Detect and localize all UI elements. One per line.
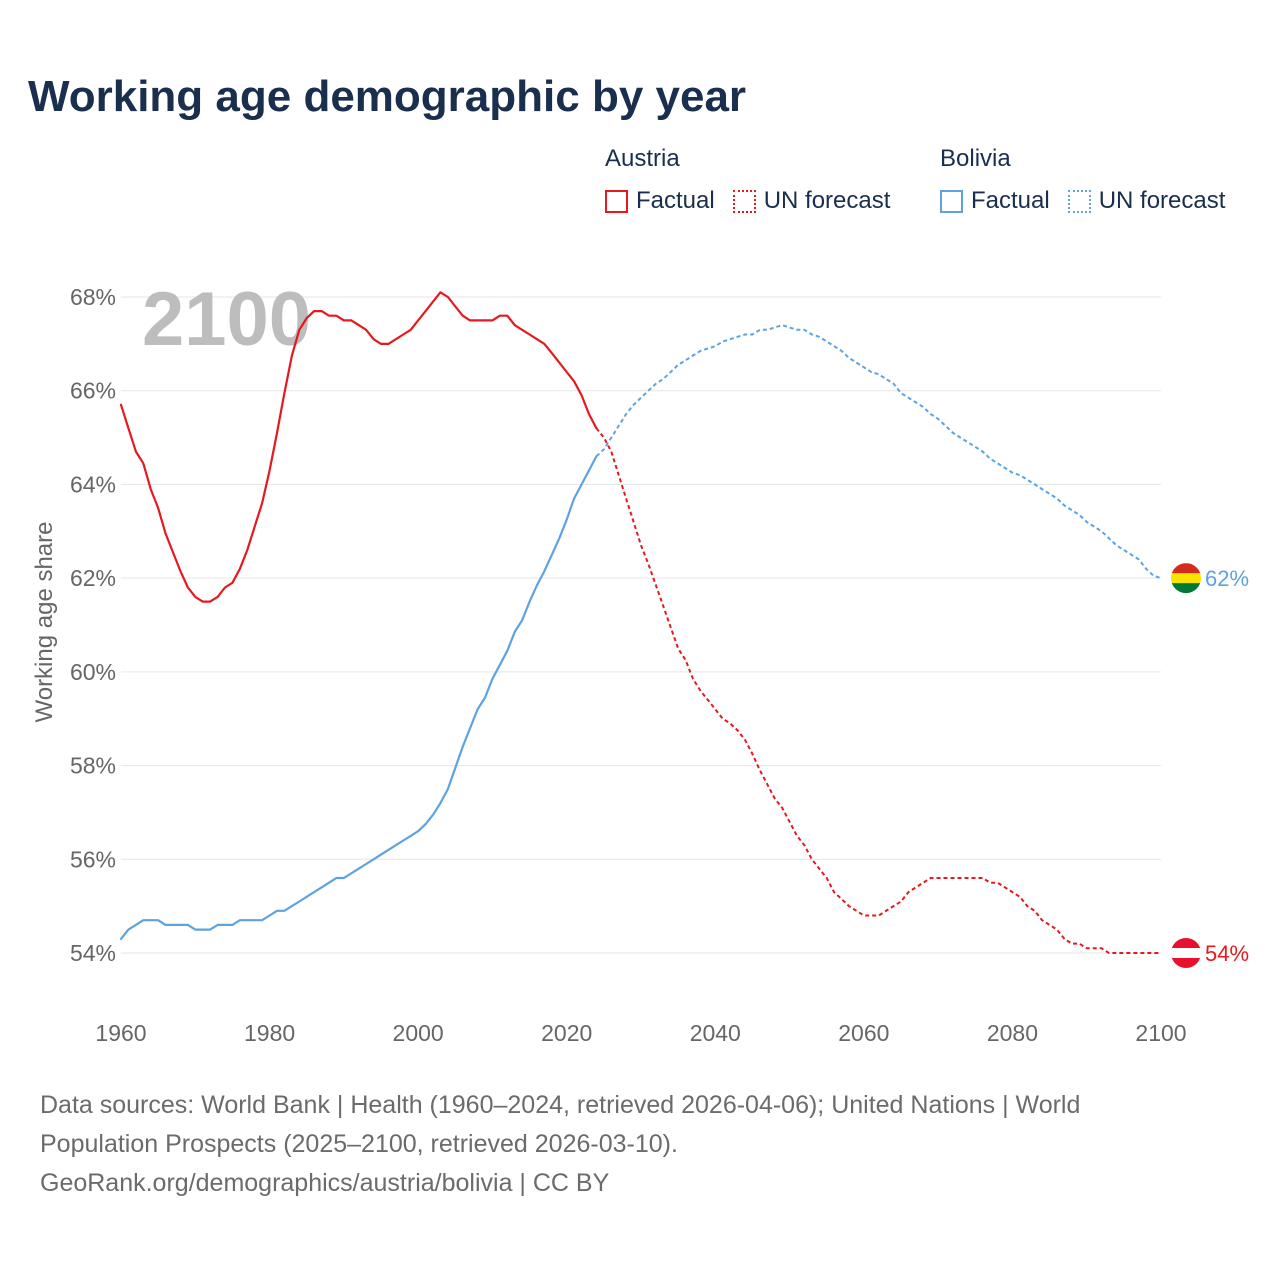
legend-group-bolivia: Bolivia Factual UN forecast	[940, 145, 1243, 215]
solid-line-swatch-icon	[940, 189, 963, 213]
flag-stripe	[1171, 573, 1201, 584]
legend-item-bolivia-forecast: UN forecast	[1067, 187, 1226, 215]
y-tick-label: 54%	[70, 940, 116, 966]
x-tick-label: 2000	[393, 1020, 444, 1046]
legend-label-austria-forecast: UN forecast	[763, 187, 891, 214]
flag-stripe	[1171, 563, 1201, 574]
x-tick-label: 2020	[541, 1020, 592, 1046]
attribution: GeoRank.org/demographics/austria/bolivia…	[40, 1169, 610, 1197]
flag-stripe	[1171, 948, 1201, 959]
legend-item-austria-factual: Factual	[605, 187, 715, 215]
x-axis-tick-labels: 1960 1980 2000 2020 2040 2060 2080 2100	[95, 1020, 1186, 1046]
gridlines	[121, 296, 1161, 954]
y-axis-tick-labels: 54% 56% 58% 60% 62% 64% 66% 68%	[70, 284, 116, 966]
legend-group-austria: Austria Factual UN forecast	[605, 145, 908, 215]
legend-heading-bolivia: Bolivia	[940, 145, 1011, 172]
legend-label-austria-factual: Factual	[636, 187, 715, 214]
y-tick-label: 60%	[70, 659, 116, 685]
end-label-austria: 54%	[1205, 941, 1249, 966]
legend-label-bolivia-factual: Factual	[971, 187, 1050, 214]
data-sources-note: Data sources: World Bank | Health (1960–…	[40, 1091, 1081, 1158]
flag-stripe	[1171, 583, 1201, 594]
y-tick-label: 56%	[70, 846, 116, 872]
x-tick-label: 1980	[244, 1020, 295, 1046]
y-tick-label: 58%	[70, 753, 116, 779]
y-tick-label: 64%	[70, 471, 116, 497]
dotted-line-swatch-icon	[732, 189, 756, 213]
x-tick-label: 1960	[95, 1020, 146, 1046]
footer: Data sources: World Bank | Health (1960–…	[40, 1086, 1140, 1203]
y-tick-label: 68%	[70, 284, 116, 310]
legend-row-austria: Factual UN forecast	[605, 187, 908, 215]
year-watermark: 2100	[142, 277, 311, 362]
legend-heading-austria: Austria	[605, 145, 680, 172]
flag-stripe	[1171, 938, 1201, 949]
series-line-austria-forecast	[595, 427, 1161, 954]
legend-item-austria-forecast: UN forecast	[732, 187, 891, 215]
bolivia-flag-icon	[1171, 563, 1201, 594]
x-tick-label: 2100	[1135, 1020, 1186, 1046]
series-lines	[119, 291, 1162, 954]
x-tick-label: 2080	[987, 1020, 1038, 1046]
y-tick-label: 62%	[70, 565, 116, 591]
chart-title: Working age demographic by year	[28, 72, 747, 121]
end-label-bolivia: 62%	[1205, 566, 1249, 591]
series-line-bolivia-factual	[119, 455, 598, 940]
series-line-austria-factual	[119, 291, 598, 603]
x-tick-label: 2060	[838, 1020, 889, 1046]
end-labels: 54% 62%	[1171, 563, 1249, 968]
legend-label-bolivia-forecast: UN forecast	[1098, 187, 1226, 214]
legend-item-bolivia-factual: Factual	[940, 187, 1050, 215]
series-line-bolivia-forecast	[595, 324, 1162, 580]
solid-line-swatch-icon	[605, 189, 628, 213]
y-tick-label: 66%	[70, 378, 116, 404]
flag-stripe	[1171, 958, 1201, 968]
x-tick-label: 2040	[690, 1020, 741, 1046]
dotted-line-swatch-icon	[1067, 189, 1091, 213]
austria-flag-icon	[1171, 938, 1201, 968]
legend-row-bolivia: Factual UN forecast	[940, 187, 1243, 215]
y-axis-title: Working age share	[31, 522, 58, 723]
